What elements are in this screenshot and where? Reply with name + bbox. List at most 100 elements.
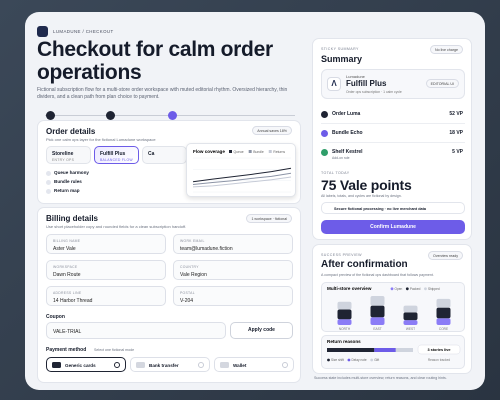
x-tick-label: CORE bbox=[439, 327, 448, 331]
radio bbox=[198, 362, 204, 368]
bar-segment bbox=[370, 295, 385, 306]
line bbox=[192, 167, 292, 183]
field-value: Dawn Route bbox=[53, 272, 81, 278]
badge: Overview ready bbox=[428, 251, 463, 260]
field-label: WORKSPACE bbox=[53, 265, 78, 269]
product-tag: EDITORIAL UI bbox=[425, 79, 459, 88]
section-title: Billing details bbox=[46, 214, 99, 223]
legend-swatch bbox=[424, 287, 427, 291]
legend-label: Shipped bbox=[428, 287, 440, 291]
bar-segment bbox=[395, 348, 413, 352]
bar-segment bbox=[403, 312, 418, 321]
field-label: BILLING NAME bbox=[53, 239, 81, 243]
plan-name: Fulfill Plus bbox=[100, 151, 126, 157]
tracked-label: Reason tracked bbox=[428, 358, 451, 362]
plan-tag: ENTRY OPS bbox=[52, 158, 75, 162]
product-box: Λ Lumadune Fulfill Plus Order ops subscr… bbox=[321, 69, 465, 99]
step bbox=[46, 111, 55, 120]
summary-title: Summary bbox=[321, 54, 363, 64]
feature: Queue harmony bbox=[46, 170, 89, 176]
plan-tag: BALANCED FLOW bbox=[100, 158, 133, 162]
item-value: 52 VP bbox=[449, 111, 463, 117]
field-label: ADDRESS LINE bbox=[53, 291, 82, 295]
option-icon bbox=[52, 362, 61, 368]
legend-label: Packed bbox=[410, 287, 421, 291]
section-title: Order details bbox=[46, 127, 96, 136]
line bbox=[192, 176, 292, 188]
plan-name: Ca bbox=[148, 151, 155, 157]
x-tick-label: NORTH bbox=[339, 327, 351, 331]
legend-swatch bbox=[229, 150, 232, 153]
secure-note: Secure fictional processing · no live me… bbox=[321, 202, 465, 214]
success-desc: A compact preview of the fictional ops d… bbox=[321, 273, 434, 277]
x-tick-label: WEST bbox=[406, 327, 415, 331]
badge: 1 workspace · fictional bbox=[246, 214, 292, 223]
field-value: Vale Region bbox=[180, 272, 207, 278]
legend-label: Delay note bbox=[351, 358, 366, 362]
item-name: Bundle Echo bbox=[332, 130, 363, 136]
bar-segment bbox=[436, 298, 451, 308]
flow-chart: Flow coverage Queue Bundle Returns bbox=[186, 143, 296, 197]
apply-button[interactable]: Apply code bbox=[230, 322, 293, 339]
input-field[interactable]: COUNTRY Vale Region bbox=[173, 260, 293, 280]
field-value: V-204 bbox=[180, 298, 194, 304]
legend-label: Bundle bbox=[253, 150, 264, 154]
legend-label: Size shift bbox=[331, 358, 344, 362]
success-title: After confirmation bbox=[321, 259, 408, 270]
summary-card: STICKY SUMMARY No live charge Summary Λ … bbox=[312, 38, 472, 240]
success-card: SUCCESS PREVIEW Overview ready After con… bbox=[312, 244, 472, 374]
legend-swatch bbox=[405, 287, 409, 291]
confirm-button[interactable]: Confirm Lumadune bbox=[321, 220, 465, 234]
store-chart: Multi-store overview Open Packed Shipped NOR… bbox=[321, 282, 465, 332]
badge: Annual saves 18% bbox=[252, 126, 292, 135]
total-note: All labels, totals, and cycles are ficti… bbox=[321, 194, 402, 198]
chart-title: Multi-store overview bbox=[327, 286, 372, 291]
product-note: Order ops subscription · 1 calm cycle bbox=[346, 90, 402, 94]
legend-swatch bbox=[327, 358, 330, 362]
item-value: 18 VP bbox=[449, 130, 463, 136]
badge: No live charge bbox=[430, 45, 463, 54]
bar-segment bbox=[337, 319, 352, 325]
field-label: WORK EMAIL bbox=[180, 239, 205, 243]
input-field[interactable]: WORK EMAIL team@lumadune.fiction bbox=[173, 234, 293, 254]
product-plan: Fulfill Plus bbox=[346, 79, 387, 88]
footer-note: Success state includes multi-store overv… bbox=[314, 376, 447, 380]
bar-segment bbox=[403, 320, 418, 325]
legend-swatch bbox=[248, 150, 252, 153]
legend-label: Open bbox=[395, 287, 403, 291]
bar-segment bbox=[370, 305, 385, 318]
legend-swatch bbox=[347, 358, 351, 362]
panel: LUMADUNE / CHECKOUT Checkout for calm or… bbox=[25, 12, 485, 390]
item-name: Order Luma bbox=[332, 111, 361, 117]
payment-option[interactable]: Bank transfer bbox=[130, 357, 210, 372]
plan-tile[interactable]: Ca bbox=[142, 146, 187, 164]
legend-swatch bbox=[268, 150, 272, 153]
line bbox=[192, 172, 292, 186]
plan-tile[interactable]: Storeline ENTRY OPS bbox=[46, 146, 91, 164]
chart-title: Flow coverage bbox=[193, 149, 225, 154]
coupon-input[interactable]: VALE-TRIAL bbox=[46, 322, 226, 339]
option-label: Wallet bbox=[233, 362, 247, 368]
product-brand: Lumadune bbox=[346, 74, 365, 79]
input-field[interactable]: BILLING NAME Aster Vale bbox=[46, 234, 166, 254]
logo bbox=[37, 26, 48, 37]
step bbox=[106, 111, 115, 120]
reasons-chart: Return reasons Size shift Delay note Gift 3 … bbox=[321, 335, 465, 369]
input-field[interactable]: ADDRESS LINE 14 Harbor Thread bbox=[46, 286, 166, 306]
option-label: Bank transfer bbox=[149, 362, 179, 368]
step bbox=[168, 111, 177, 120]
bar-segment bbox=[370, 317, 385, 325]
item-icon bbox=[321, 111, 328, 118]
page-subtitle: Fictional subscription flow for a multi-… bbox=[37, 87, 288, 100]
payment-option[interactable]: Wallet bbox=[214, 357, 294, 372]
option-icon bbox=[136, 362, 145, 368]
plan-tile[interactable]: Fulfill Plus BALANCED FLOW bbox=[94, 146, 139, 164]
divider bbox=[321, 123, 465, 124]
input-field[interactable]: WORKSPACE Dawn Route bbox=[46, 260, 166, 280]
order-card: Order details Pick one calm ops layer fo… bbox=[37, 120, 301, 204]
total-label: TOTAL TODAY bbox=[321, 171, 350, 175]
input-field[interactable]: POSTAL V-204 bbox=[173, 286, 293, 306]
section-subtitle: Pick one calm ops layer for the fictiona… bbox=[46, 137, 156, 142]
payment-option[interactable]: Generic cards bbox=[46, 357, 126, 372]
